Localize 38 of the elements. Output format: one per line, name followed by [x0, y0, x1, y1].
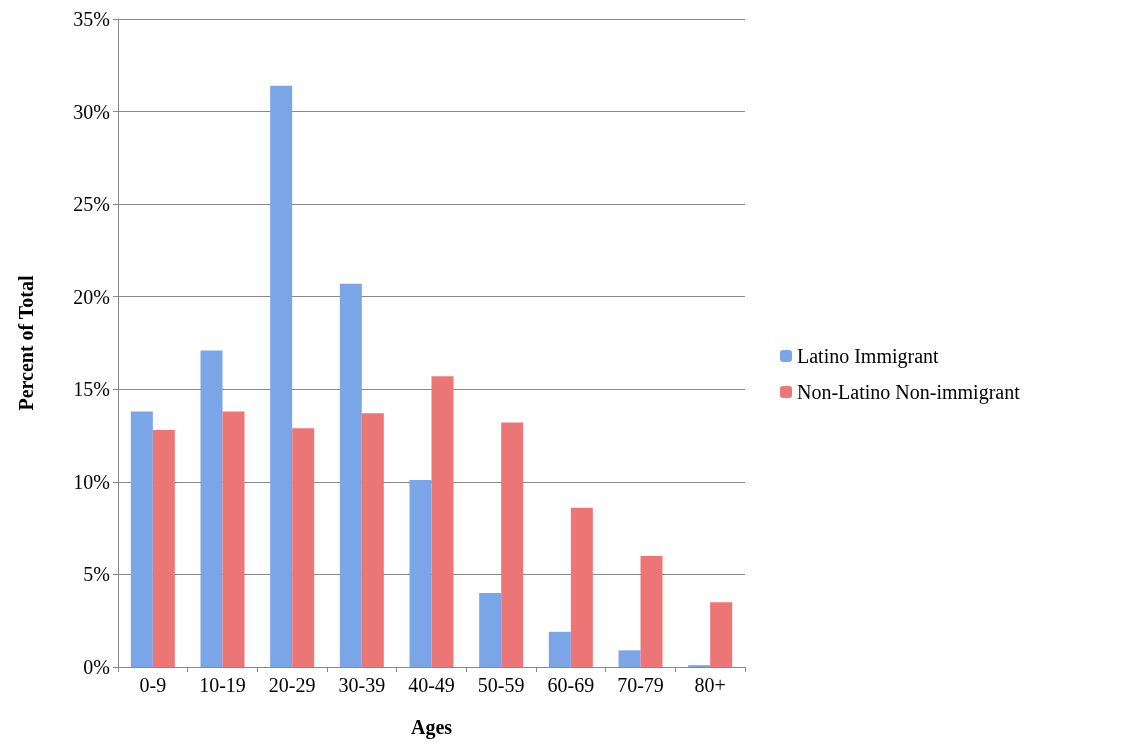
y-tick-label: 20% [73, 285, 110, 308]
y-tick-label: 35% [73, 8, 110, 30]
y-tick-label: 25% [73, 193, 110, 216]
bar [431, 376, 454, 667]
x-tick-label: 80+ [694, 674, 726, 696]
bar [501, 422, 524, 667]
bar [640, 555, 663, 667]
bar [152, 430, 175, 667]
x-tick-label: 10-19 [199, 674, 246, 696]
y-tick-label: 30% [73, 100, 110, 123]
bar [339, 283, 362, 667]
bar [270, 85, 293, 667]
y-axis-title: Percent of Total [15, 274, 37, 411]
y-tick-label: 0% [83, 656, 110, 678]
bar [409, 480, 432, 667]
y-tick-label: 10% [73, 470, 110, 493]
x-tick-label: 60-69 [547, 674, 595, 696]
y-tick-label: 15% [73, 378, 110, 401]
bar [570, 507, 593, 667]
bar [200, 350, 223, 667]
bar [479, 592, 502, 667]
legend-label: Latino Immigrant [797, 345, 940, 368]
bar [292, 428, 315, 667]
x-tick-label: 70-79 [617, 674, 664, 696]
bar [618, 650, 641, 667]
x-tick-label: 0-9 [139, 674, 167, 696]
x-axis-title: Ages [410, 716, 453, 739]
y-tick-label: 5% [83, 563, 110, 586]
bar [130, 411, 153, 667]
x-tick-label: 40-49 [408, 674, 455, 696]
x-tick-label: 20-29 [268, 674, 316, 696]
bar [548, 631, 571, 667]
x-tick-label: 50-59 [477, 674, 525, 696]
legend-label: Non-Latino Non-immigrant [797, 381, 1021, 404]
bar [710, 602, 733, 667]
x-tick-label: 30-39 [338, 674, 386, 696]
bar [222, 411, 245, 667]
bar [361, 413, 384, 667]
